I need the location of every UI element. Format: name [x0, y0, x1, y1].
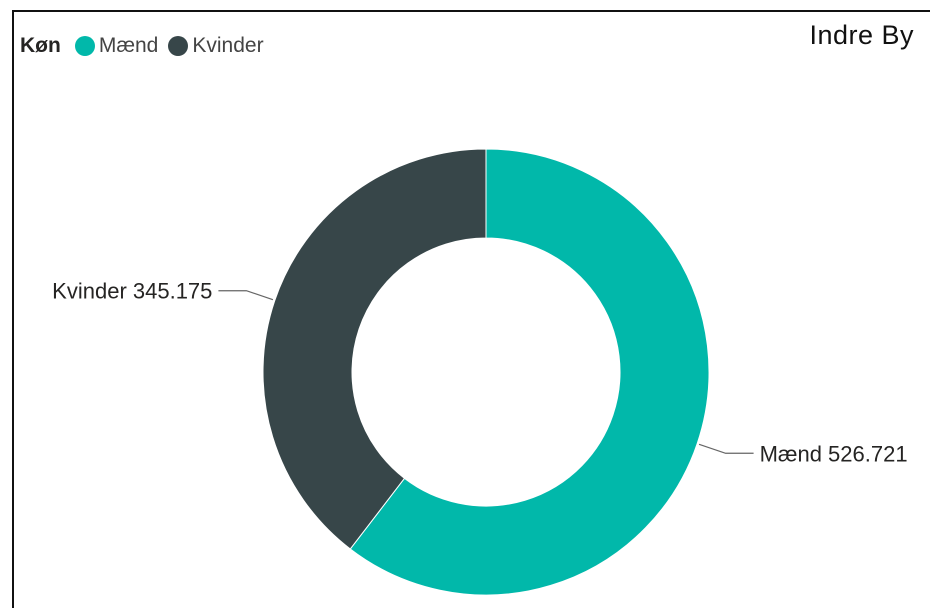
legend: Køn Mænd Kvinder	[20, 34, 274, 58]
leader-line-kvinder	[218, 290, 274, 301]
legend-title: Køn	[20, 34, 61, 57]
legend-dot-maend	[74, 36, 95, 56]
legend-item-kvinder[interactable]: Kvinder	[168, 34, 264, 58]
legend-label-kvinder: Kvinder	[192, 34, 264, 57]
slice-kvinder[interactable]	[262, 148, 487, 550]
legend-item-maend[interactable]: Mænd	[74, 34, 159, 58]
legend-dot-kvinder	[168, 36, 189, 56]
slice-maend[interactable]	[349, 148, 710, 596]
data-label-maend: Mænd 526.721	[760, 441, 908, 466]
leader-line-maend	[698, 443, 754, 454]
legend-label-maend: Mænd	[98, 34, 159, 57]
data-label-kvinder: Kvinder 345.175	[52, 279, 212, 304]
region-title: Indre By	[809, 20, 914, 50]
